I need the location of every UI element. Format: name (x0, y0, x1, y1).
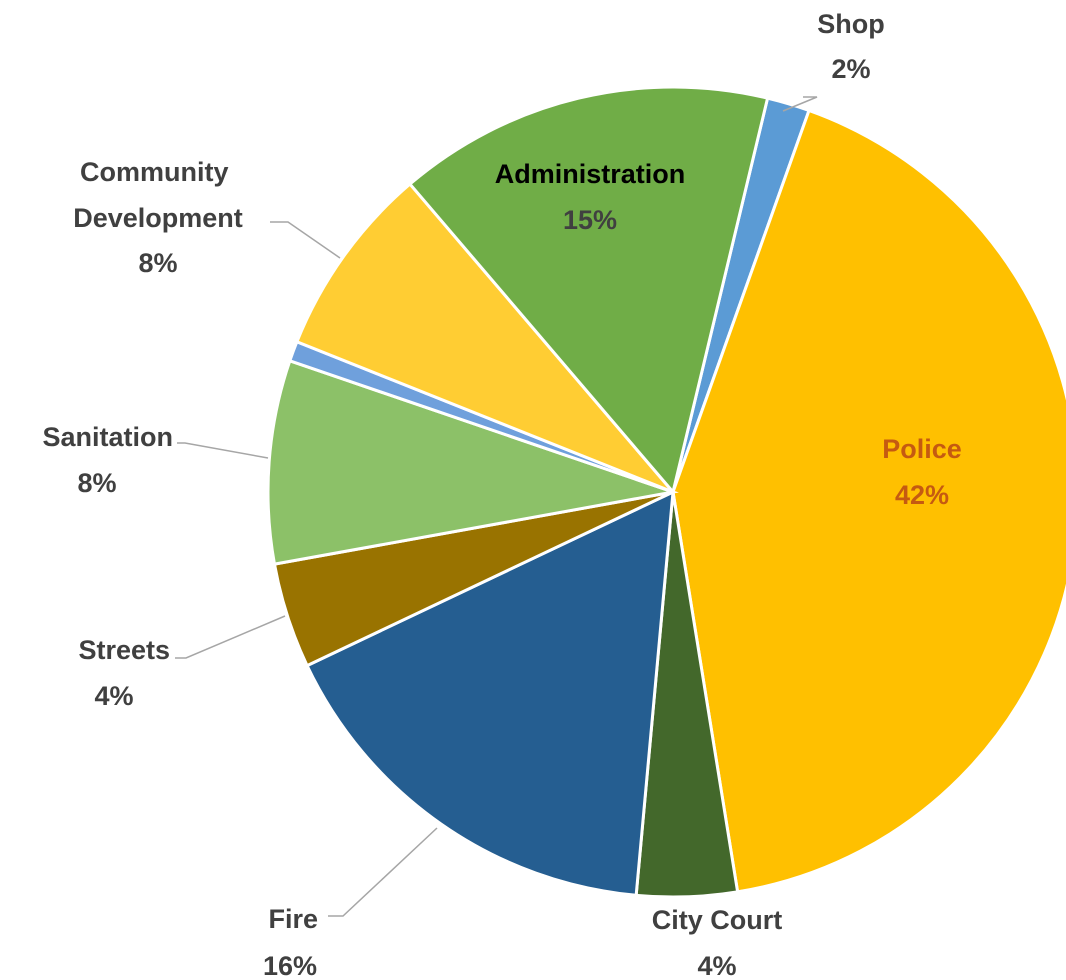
label-streets-value: 4% (94, 681, 133, 711)
pie-slice-police (671, 108, 1066, 894)
slice-labels: Shop 2% Police 42% City Court 4% Fire 16… (42, 9, 961, 980)
label-shop-name: Shop (817, 9, 885, 39)
label-fire-value: 16% (263, 951, 317, 980)
label-community-development-line2: Development (73, 203, 243, 233)
leader-line-fire (328, 827, 438, 917)
leader-line-shop (782, 96, 818, 112)
leader-lines (175, 96, 818, 917)
leader-line-community-development (270, 221, 341, 259)
label-fire-name: Fire (268, 904, 318, 934)
label-police-name: Police (882, 434, 962, 464)
label-administration-value: 15% (563, 205, 617, 235)
label-community-development-line1: Community (80, 157, 229, 187)
label-sanitation-value: 8% (77, 468, 116, 498)
label-sanitation-name: Sanitation (42, 422, 173, 452)
label-shop-value: 2% (831, 54, 870, 84)
label-city-court-value: 4% (697, 951, 736, 980)
leader-line-sanitation (177, 442, 269, 459)
label-streets-name: Streets (78, 635, 170, 665)
pie-slice-fire (305, 489, 675, 897)
pie-slice-community-development (294, 181, 675, 494)
pie-slice-administration (407, 85, 770, 496)
leader-line-streets (175, 615, 286, 659)
label-community-development-value: 8% (138, 248, 177, 278)
pie-slice-sanitation (266, 358, 679, 566)
label-administration-name: Administration (495, 159, 686, 189)
label-community-development-name: Community Development (73, 157, 243, 233)
pie-slices (266, 85, 1066, 899)
label-police-value: 42% (895, 480, 949, 510)
label-city-court-name: City Court (652, 905, 783, 935)
